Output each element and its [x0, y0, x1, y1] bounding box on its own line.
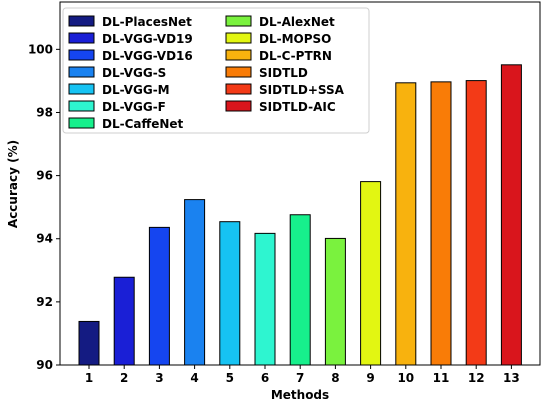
y-tick-label: 100 [28, 42, 53, 56]
x-tick-label: 12 [468, 371, 485, 385]
bar-9 [360, 181, 382, 366]
x-tick-label: 7 [296, 371, 304, 385]
y-tick-label: 94 [36, 232, 53, 246]
y-axis-label: Accuracy (%) [6, 140, 20, 228]
legend-swatch-7 [68, 117, 95, 129]
bar-5 [219, 221, 241, 366]
x-tick-label: 1 [85, 371, 93, 385]
legend-swatch-9 [225, 32, 252, 44]
legend-label-6: DL-VGG-F [102, 100, 166, 114]
x-tick-label: 10 [397, 371, 414, 385]
legend-box [62, 7, 370, 134]
legend-swatch-10 [225, 49, 252, 61]
x-tick-label: 8 [331, 371, 339, 385]
legend-swatch-5 [68, 83, 95, 95]
legend-label-5: DL-VGG-M [102, 83, 170, 97]
legend-label-11: SIDTLD [259, 66, 308, 80]
bar-10 [395, 82, 417, 366]
legend-swatch-4 [68, 66, 95, 78]
x-tick-label: 5 [226, 371, 234, 385]
legend-label-1: DL-PlacesNet [102, 15, 192, 29]
bar-4 [184, 199, 206, 366]
x-tick-label: 6 [261, 371, 269, 385]
legend-label-4: DL-VGG-S [102, 66, 166, 80]
y-axis-ticks: 90 92 94 96 98 100 [28, 42, 60, 372]
legend-label-3: DL-VGG-VD16 [102, 49, 193, 63]
bars-group [78, 64, 522, 366]
y-tick-label: 98 [36, 105, 53, 119]
legend-label-13: SIDTLD-AIC [259, 100, 336, 114]
legend-swatch-8 [225, 15, 252, 27]
legend-label-7: DL-CaffeNet [102, 117, 184, 131]
bar-1 [78, 320, 100, 366]
bar-6 [254, 232, 276, 366]
y-tick-label: 90 [36, 358, 53, 372]
y-tick-label: 92 [36, 295, 53, 309]
x-axis-label: Methods [271, 388, 329, 402]
legend-label-10: DL-C-PTRN [259, 49, 332, 63]
x-tick-label: 2 [120, 371, 128, 385]
legend-swatch-3 [68, 49, 95, 61]
x-tick-label: 11 [433, 371, 450, 385]
bar-7 [289, 214, 311, 366]
legend-swatch-6 [68, 100, 95, 112]
legend-label-9: DL-MOPSO [259, 32, 331, 46]
legend-swatch-13 [225, 100, 252, 112]
legend-swatch-12 [225, 83, 252, 95]
x-tick-label: 3 [155, 371, 163, 385]
legend-swatch-11 [225, 66, 252, 78]
legend: DL-PlacesNet DL-VGG-VD19 DL-VGG-VD16 DL-VGG… [62, 7, 370, 134]
x-axis-ticks: 1 2 3 4 5 6 7 8 9 10 11 12 13 [85, 365, 520, 385]
legend-label-2: DL-VGG-VD19 [102, 32, 193, 46]
legend-swatch-1 [68, 15, 95, 27]
legend-label-8: DL-AlexNet [259, 15, 335, 29]
y-tick-label: 96 [36, 169, 53, 183]
bar-11 [430, 81, 452, 366]
x-tick-label: 9 [366, 371, 374, 385]
x-tick-label: 13 [503, 371, 520, 385]
legend-swatch-2 [68, 32, 95, 44]
legend-label-12: SIDTLD+SSA [259, 83, 345, 97]
bar-12 [465, 80, 487, 366]
bar-3 [148, 226, 170, 366]
x-tick-label: 4 [190, 371, 198, 385]
bar-13 [500, 64, 522, 366]
bar-2 [113, 276, 135, 366]
bar-8 [324, 237, 346, 366]
